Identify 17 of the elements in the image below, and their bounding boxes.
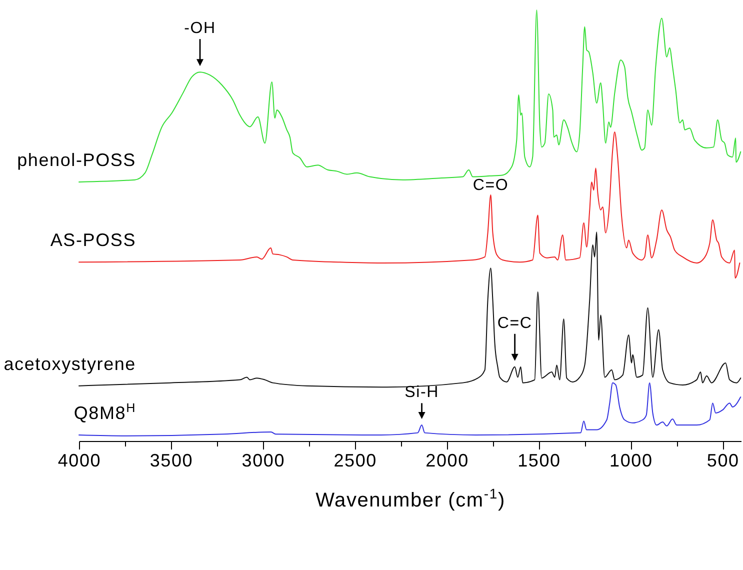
x-tick-label: 2500 [334, 450, 377, 470]
x-tick-label: 4000 [58, 450, 102, 470]
series-label: acetoxystyrene [4, 354, 136, 374]
x-tick-label: 500 [706, 450, 740, 470]
annotation: -OH [184, 20, 216, 38]
annotation: C=C [497, 314, 532, 332]
annotation: Si-H [404, 384, 439, 402]
annotation: C=O [472, 176, 509, 194]
x-tick-label: 3000 [242, 450, 286, 470]
x-axis-title: Wavenumber (cm$^{-1}$) [316, 486, 506, 512]
x-tick-label: 1500 [518, 450, 561, 470]
series-label: Q8M8$^{H}$ [74, 400, 136, 423]
series-label: phenol-POSS [17, 150, 136, 170]
x-tick-label: 1000 [610, 450, 653, 470]
x-tick-label: 3500 [150, 450, 194, 470]
x-tick-label: 2000 [426, 450, 469, 470]
series-label: AS-POSS [50, 230, 136, 250]
